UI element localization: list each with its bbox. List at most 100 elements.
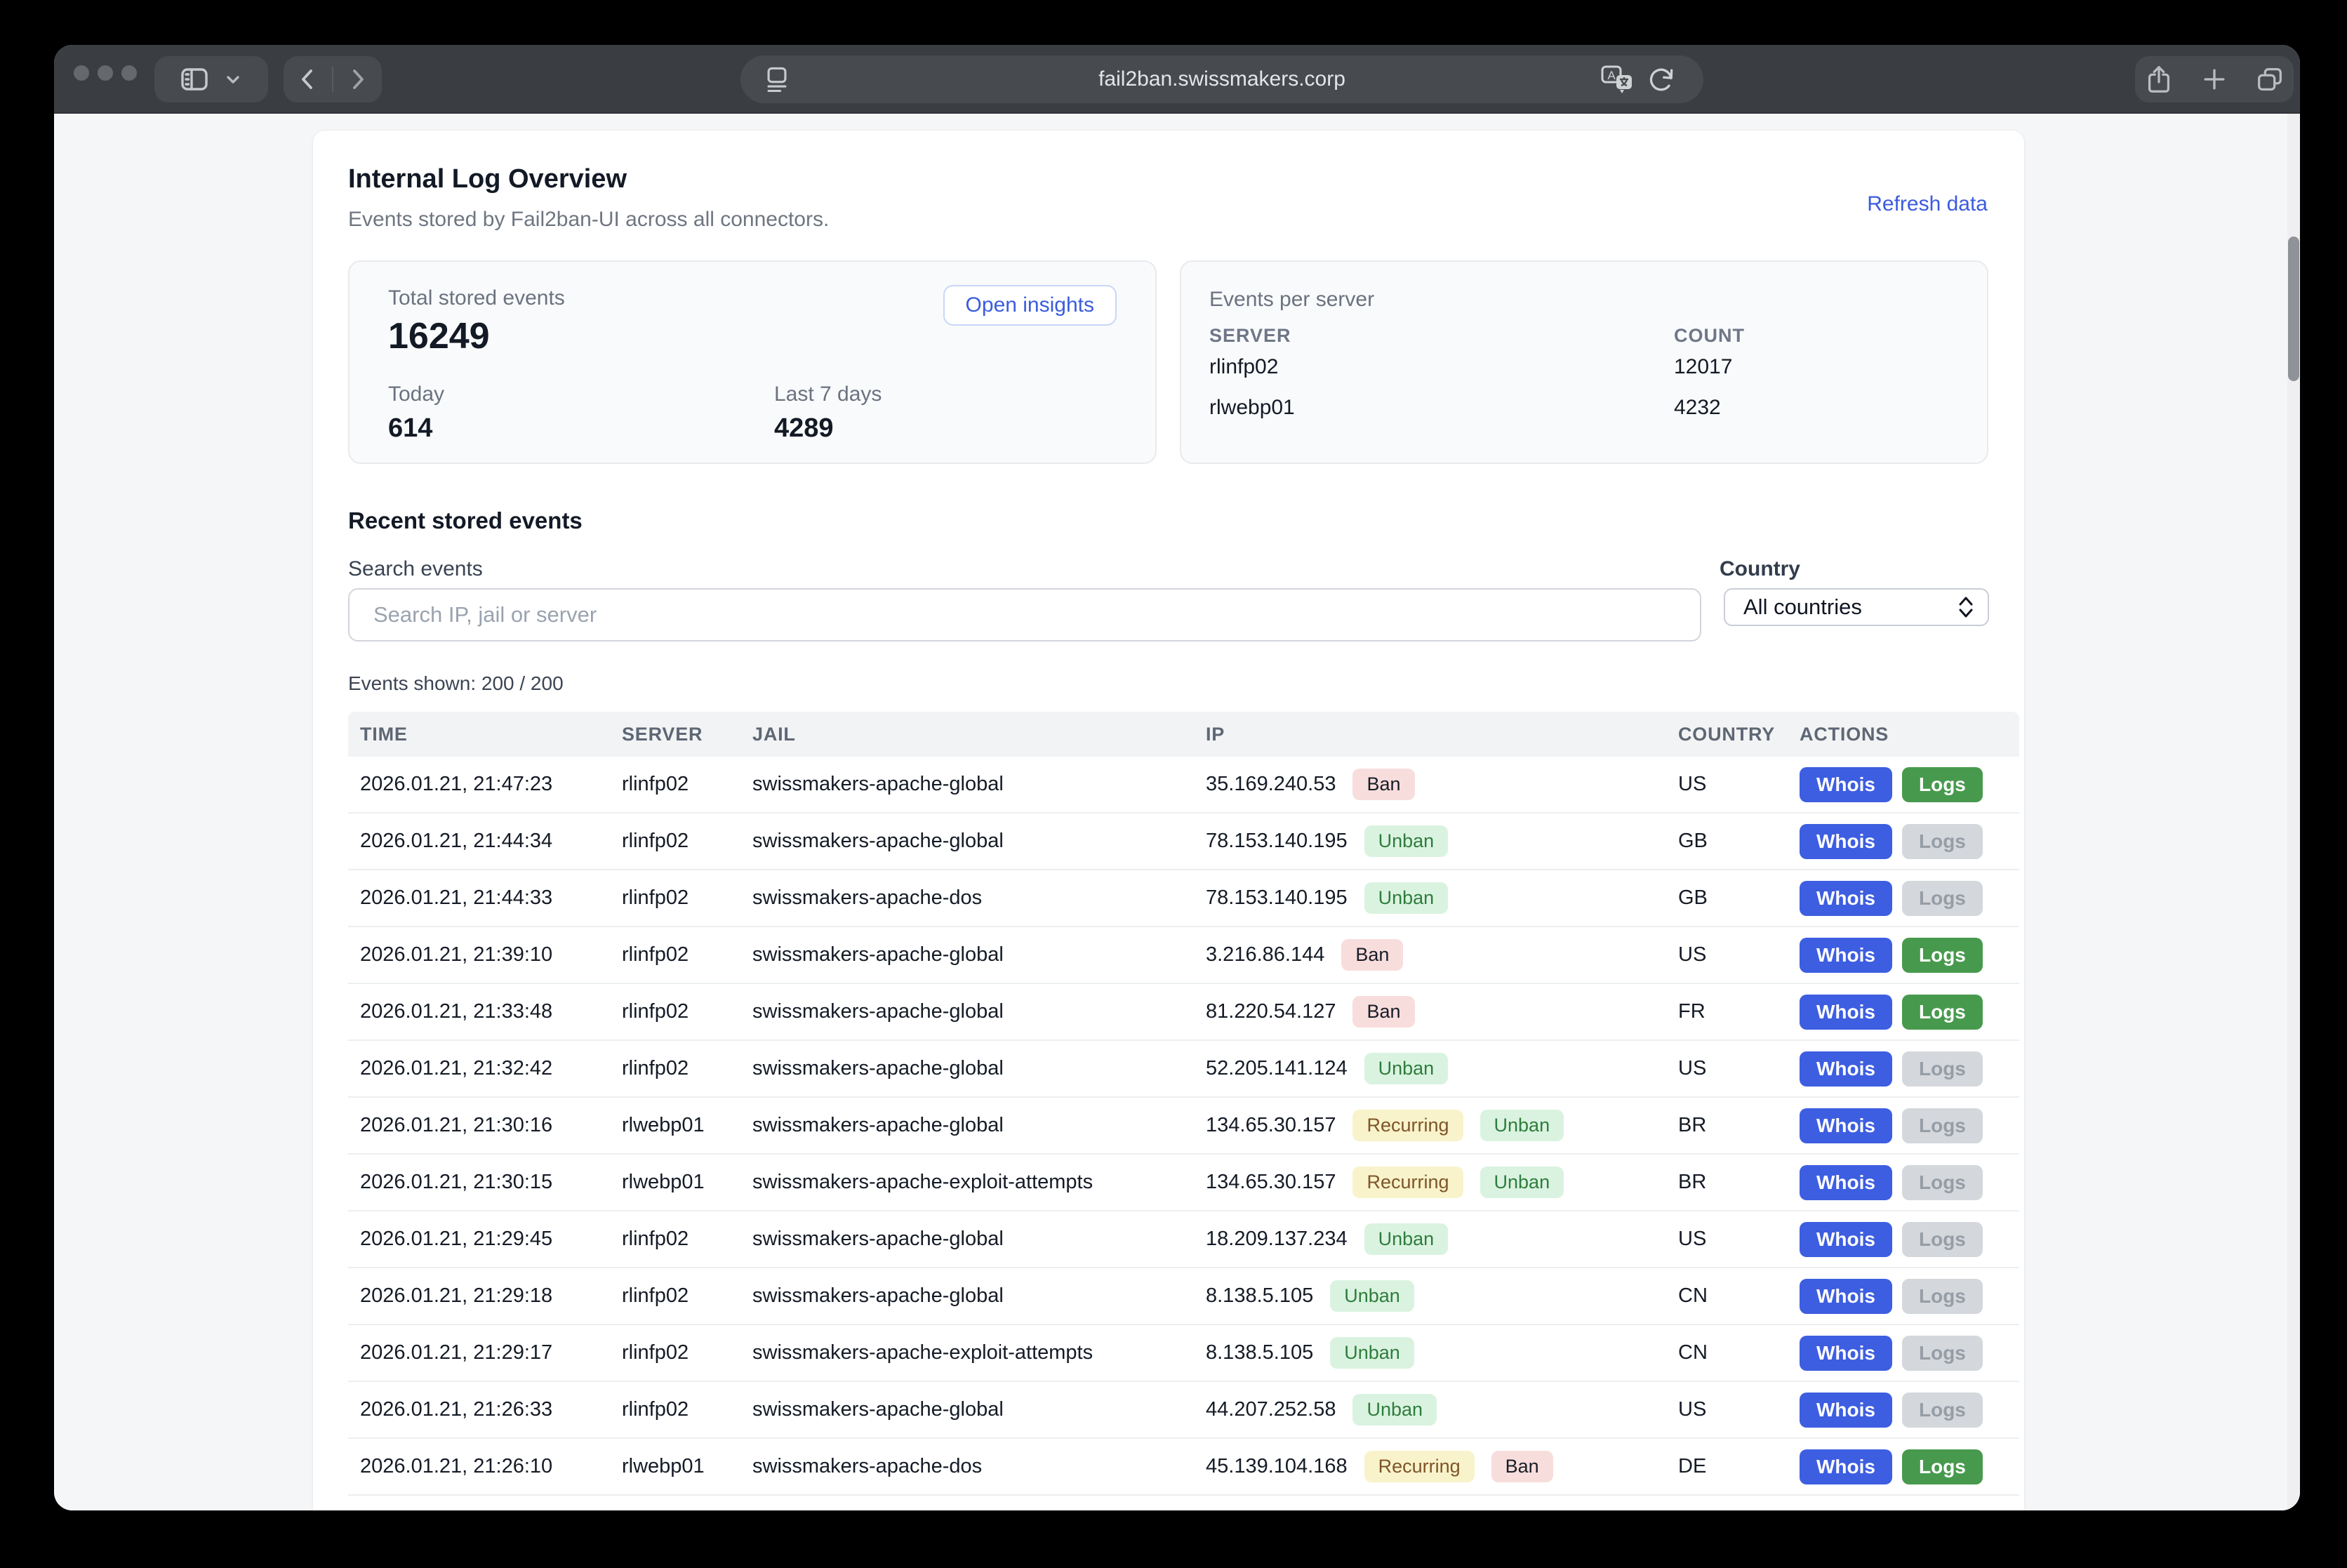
whois-button[interactable]: Whois [1800, 880, 1892, 916]
cell-time: 2026.01.21, 21:44:33 [360, 886, 553, 909]
close-window-button[interactable] [74, 65, 89, 81]
whois-button[interactable]: Whois [1800, 1335, 1892, 1371]
table-row: 2026.01.21, 21:26:33 rlinfp02 swissmaker… [348, 1382, 2019, 1439]
zoom-window-button[interactable] [121, 65, 137, 81]
cell-jail: swissmakers-apache-exploit-attempts [752, 1341, 1093, 1364]
back-button[interactable] [294, 65, 322, 93]
col-jail: JAIL [752, 723, 796, 745]
address-bar[interactable]: fail2ban.swissmakers.corp A [740, 55, 1703, 103]
whois-button[interactable]: Whois [1800, 1221, 1892, 1257]
whois-button[interactable]: Whois [1800, 937, 1892, 973]
logs-button[interactable]: Logs [1902, 994, 1983, 1030]
cell-server: rlinfp02 [622, 1398, 689, 1421]
minimize-window-button[interactable] [98, 65, 113, 81]
scrollbar-track[interactable] [2287, 114, 2300, 1510]
cell-jail: swissmakers-apache-global [752, 1284, 1004, 1307]
cell-ip: 134.65.30.157 Recurring Unban [1206, 1109, 1678, 1142]
new-tab-icon[interactable] [2199, 64, 2230, 95]
page-title: Internal Log Overview [348, 164, 627, 194]
logs-button[interactable]: Logs [1902, 766, 1983, 802]
logs-button[interactable]: Logs [1902, 937, 1983, 973]
cell-country: US [1678, 943, 1707, 966]
col-time: TIME [360, 723, 408, 745]
whois-button[interactable]: Whois [1800, 1051, 1892, 1087]
logs-button[interactable]: Logs [1902, 1164, 1983, 1200]
reader-page-icon[interactable] [762, 64, 792, 95]
unban-badge: Unban [1364, 1223, 1449, 1256]
logs-button[interactable]: Logs [1902, 1221, 1983, 1257]
logs-button[interactable]: Logs [1902, 823, 1983, 859]
cell-country: FR [1678, 1000, 1706, 1023]
recurring-badge: Recurring [1364, 1450, 1475, 1483]
translate-icon[interactable]: A [1601, 65, 1633, 94]
col-ip: IP [1206, 723, 1225, 745]
forward-button[interactable] [343, 65, 371, 93]
refresh-data-link[interactable]: Refresh data [1867, 192, 1988, 215]
cell-ip: 8.138.5.105 Unban [1206, 1336, 1678, 1369]
logs-button[interactable]: Logs [1902, 1051, 1983, 1087]
logs-button[interactable]: Logs [1902, 1335, 1983, 1371]
cell-time: 2026.01.21, 21:29:45 [360, 1228, 553, 1250]
sidebar-toggle-icon[interactable] [178, 62, 211, 96]
logs-button[interactable]: Logs [1902, 1392, 1983, 1428]
recent-events-heading: Recent stored events [348, 507, 583, 533]
cell-jail: swissmakers-apache-global [752, 1228, 1004, 1250]
cell-actions: Whois Logs [1800, 823, 2019, 859]
logs-button[interactable]: Logs [1902, 1449, 1983, 1484]
country-select[interactable]: All countries [1724, 588, 1989, 626]
ip-value: 45.139.104.168 [1206, 1455, 1348, 1477]
unban-badge: Unban [1364, 882, 1449, 915]
cell-server: rlinfp02 [622, 1284, 689, 1307]
recurring-badge: Recurring [1352, 1166, 1463, 1199]
cell-ip: 18.209.137.234 Unban [1206, 1223, 1678, 1256]
cell-time: 2026.01.21, 21:39:10 [360, 943, 553, 966]
col-server: SERVER [622, 723, 703, 745]
col-actions: ACTIONS [1800, 723, 1889, 745]
whois-button[interactable]: Whois [1800, 1392, 1892, 1428]
url-text[interactable]: fail2ban.swissmakers.corp [1098, 67, 1345, 91]
cell-actions: Whois Logs [1800, 1392, 2019, 1428]
cell-time: 2026.01.21, 21:29:18 [360, 1284, 553, 1307]
ip-value: 8.138.5.105 [1206, 1284, 1314, 1307]
cell-jail: swissmakers-apache-global [752, 1057, 1004, 1079]
total-events-label: Total stored events [388, 286, 565, 310]
unban-badge: Unban [1480, 1166, 1564, 1199]
cell-actions: Whois Logs [1800, 1278, 2019, 1314]
logs-button[interactable]: Logs [1902, 1278, 1983, 1314]
whois-button[interactable]: Whois [1800, 766, 1892, 802]
cell-country: BR [1678, 1171, 1707, 1193]
cell-country: US [1678, 1228, 1707, 1250]
server-count: 12017 [1674, 355, 1733, 378]
tab-overview-icon[interactable] [2254, 63, 2286, 95]
table-row: 2026.01.21, 21:29:18 rlinfp02 swissmaker… [348, 1268, 2019, 1325]
logs-button[interactable]: Logs [1902, 880, 1983, 916]
open-insights-button[interactable]: Open insights [943, 285, 1117, 326]
whois-button[interactable]: Whois [1800, 823, 1892, 859]
whois-button[interactable]: Whois [1800, 1108, 1892, 1143]
cell-country: CN [1678, 1284, 1708, 1307]
cell-server: rlwebp01 [622, 1171, 705, 1193]
ip-value: 134.65.30.157 [1206, 1114, 1336, 1136]
cell-server: rlinfp02 [622, 830, 689, 852]
search-events-label: Search events [348, 557, 483, 580]
search-input[interactable] [348, 588, 1701, 642]
whois-button[interactable]: Whois [1800, 1164, 1892, 1200]
whois-button[interactable]: Whois [1800, 1449, 1892, 1484]
cell-ip: 52.205.141.124 Unban [1206, 1052, 1678, 1085]
cell-country: DE [1678, 1455, 1707, 1477]
reload-icon[interactable] [1646, 64, 1677, 95]
cell-server: rlinfp02 [622, 1057, 689, 1079]
logs-button[interactable]: Logs [1902, 1108, 1983, 1143]
cell-ip: 44.207.252.58 Unban [1206, 1393, 1678, 1426]
country-select-value: All countries [1743, 594, 1862, 619]
cell-server: rlinfp02 [622, 1000, 689, 1023]
whois-button[interactable]: Whois [1800, 994, 1892, 1030]
chevron-down-icon[interactable] [221, 67, 245, 91]
share-icon[interactable] [2143, 63, 2175, 95]
cell-country: US [1678, 1057, 1707, 1079]
scrollbar-thumb[interactable] [2288, 237, 2299, 381]
country-label: Country [1720, 557, 1800, 580]
cell-actions: Whois Logs [1800, 766, 2019, 802]
whois-button[interactable]: Whois [1800, 1278, 1892, 1314]
unban-badge: Unban [1480, 1109, 1564, 1142]
